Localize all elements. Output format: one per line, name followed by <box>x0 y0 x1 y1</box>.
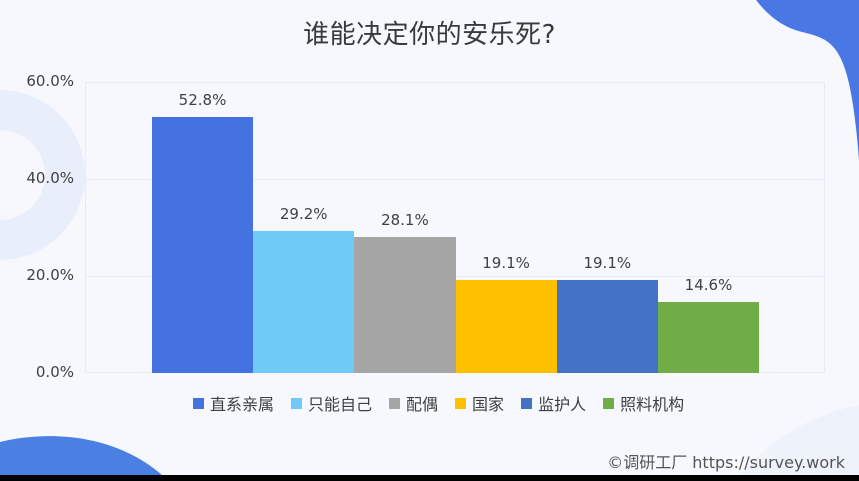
decorative-blob-top-right <box>756 0 859 160</box>
legend-swatch-icon <box>603 397 615 409</box>
legend-swatch-icon <box>193 397 204 409</box>
bar-3[interactable] <box>455 280 557 373</box>
y-tick-0: 0.0% <box>35 363 74 381</box>
decorative-arc-bottom-right <box>740 405 859 475</box>
bar-label-5: 14.6% <box>684 276 733 295</box>
bar-2[interactable] <box>354 236 456 373</box>
y-tick-20: 20.0% <box>26 266 74 284</box>
y-tick-60: 60.0% <box>26 72 74 90</box>
bar-label-0: 52.8% <box>178 90 227 109</box>
footer-credit: ©调研工厂 https://survey.work <box>607 453 845 472</box>
chart-title: 谁能决定你的安乐死? <box>303 20 556 50</box>
legend-item-1[interactable]: 只能自己 <box>291 391 372 415</box>
y-tick-40: 40.0% <box>26 169 74 187</box>
gridline-40 <box>85 179 825 180</box>
bar-label-1: 29.2% <box>279 205 328 224</box>
bar-4[interactable] <box>556 280 658 373</box>
bar-0[interactable] <box>152 116 254 373</box>
decorative-ring-left <box>0 90 85 260</box>
legend-item-0[interactable]: 直系亲属 <box>193 391 274 415</box>
legend-item-5[interactable]: 照料机构 <box>603 391 684 415</box>
bar-5[interactable] <box>658 302 760 373</box>
bar-label-2: 28.1% <box>381 210 429 229</box>
bar-label-4: 19.1% <box>583 254 632 273</box>
legend-item-4[interactable]: 监护人 <box>521 391 586 415</box>
legend-swatch-icon <box>455 397 467 409</box>
decorative-blob-bottom-left <box>0 436 162 475</box>
legend-item-3[interactable]: 国家 <box>455 391 504 415</box>
legend-item-2[interactable]: 配偶 <box>389 391 438 415</box>
legend-swatch-icon <box>291 397 303 409</box>
bar-label-3: 19.1% <box>482 254 530 273</box>
legend: 直系亲属 只能自己 配偶 国家 监护人 照料机构 <box>193 391 701 415</box>
legend-swatch-icon <box>521 397 533 409</box>
bar-1[interactable] <box>253 231 355 373</box>
legend-swatch-icon <box>389 397 401 409</box>
